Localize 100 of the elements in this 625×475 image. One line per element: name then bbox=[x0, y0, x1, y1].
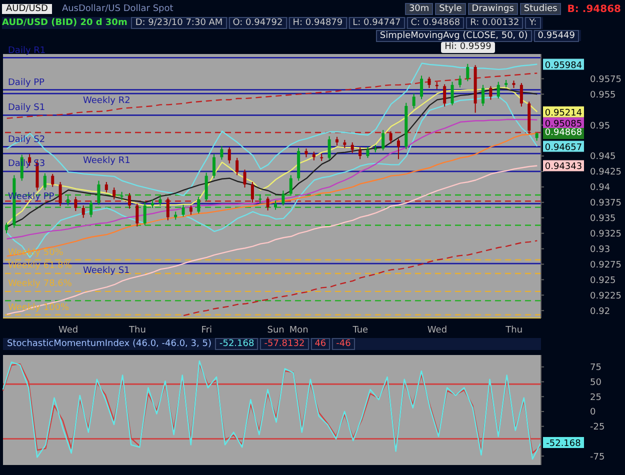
text: -52.168 bbox=[215, 338, 258, 350]
data-label: 0.95984 bbox=[544, 60, 582, 71]
text: Studies bbox=[520, 3, 562, 15]
x-tick-label: Thu bbox=[128, 325, 146, 336]
x-tick-label: Fri bbox=[201, 325, 212, 336]
y-tick-label: 0.9425 bbox=[590, 168, 622, 178]
ref-line-label: Daily S2 bbox=[8, 134, 46, 145]
candlestick bbox=[520, 82, 523, 108]
ref-line-label: Weekly 78.6% bbox=[8, 279, 72, 290]
candlestick bbox=[236, 157, 239, 176]
candlestick bbox=[396, 138, 400, 160]
candlestick bbox=[189, 204, 192, 216]
y-tick-label: 0.9575 bbox=[590, 74, 622, 85]
x-tick-label: Mon bbox=[289, 325, 308, 336]
line-series bbox=[6, 132, 538, 257]
y-tick-label: 50 bbox=[590, 378, 602, 388]
annotation: Hi: 0.9599 bbox=[440, 42, 495, 53]
candlestick bbox=[212, 154, 216, 179]
text: SimpleMovingAvg (CLOSE, 50, 0) bbox=[376, 30, 532, 42]
text: Style bbox=[435, 3, 466, 15]
y-tick-label: 75 bbox=[590, 363, 602, 374]
candlestick bbox=[166, 196, 170, 221]
candlestick bbox=[74, 196, 78, 212]
candlestick bbox=[82, 204, 85, 218]
text: C: 0.94868 bbox=[406, 17, 464, 29]
text: L: 0.94747 bbox=[348, 17, 405, 29]
text: R: 0.00132 bbox=[466, 17, 524, 29]
ref-line-label: Daily PP bbox=[8, 78, 44, 88]
candlestick bbox=[496, 81, 500, 100]
candlestick bbox=[466, 63, 470, 82]
candlestick bbox=[136, 203, 139, 227]
candlestick bbox=[389, 130, 392, 144]
x-tick-label: Tue bbox=[352, 325, 369, 336]
candlestick bbox=[43, 172, 46, 191]
candlestick bbox=[458, 75, 462, 88]
y-tick-label: 0 bbox=[590, 408, 596, 418]
candlestick bbox=[97, 180, 100, 206]
text: 0.95449 bbox=[534, 30, 579, 42]
x-tick-label: Wed bbox=[427, 325, 448, 336]
ref-line-label: Weekly R2 bbox=[83, 96, 130, 106]
candlestick bbox=[104, 181, 108, 193]
text: AUD/USD bbox=[2, 4, 52, 14]
candlestick bbox=[58, 181, 62, 207]
candlestick bbox=[489, 86, 492, 100]
text: AusDollar/US Dollar Spot bbox=[62, 4, 174, 14]
candlestick bbox=[382, 130, 385, 151]
y-tick-label: 0.92 bbox=[590, 306, 610, 317]
candlestick bbox=[228, 146, 231, 164]
y-tick-label: 0.93 bbox=[590, 244, 610, 255]
chart-title: AUD/USD (BID) 20 d 30m bbox=[2, 18, 128, 28]
text: Drawings bbox=[468, 3, 518, 15]
text: -57.8132 bbox=[260, 338, 309, 350]
candlestick bbox=[366, 146, 370, 158]
text: H: 0.94879 bbox=[288, 17, 347, 29]
text: Y: bbox=[525, 17, 541, 29]
candlestick bbox=[197, 196, 200, 214]
chart-title: StochasticMomentumIndex (46.0, -46.0, 3, 5) bbox=[7, 339, 212, 349]
text: 0.94868 bbox=[543, 128, 584, 140]
y-tick-label: 0.94 bbox=[590, 183, 610, 194]
y-tick-label: 0.925 bbox=[590, 276, 616, 286]
candlestick bbox=[220, 146, 224, 160]
y-tick-label: 0.935 bbox=[590, 214, 616, 224]
candlestick bbox=[243, 169, 246, 188]
y-tick-label: 0.945 bbox=[590, 152, 616, 162]
ref-line-label: Daily S1 bbox=[8, 103, 46, 114]
candlestick bbox=[450, 81, 454, 106]
y-tick-label: 0.95 bbox=[590, 121, 610, 132]
ref-line-label: Weekly R1 bbox=[83, 156, 130, 166]
candlestick bbox=[158, 195, 162, 206]
candlestick bbox=[266, 196, 270, 211]
y-tick-label: -75 bbox=[590, 452, 605, 462]
candlestick bbox=[289, 174, 292, 196]
text: 30m bbox=[404, 3, 434, 15]
candlestick bbox=[5, 222, 8, 234]
candlestick bbox=[482, 84, 485, 106]
x-tick-label: Thu bbox=[504, 325, 523, 336]
candlestick bbox=[443, 84, 446, 108]
x-tick-label: Sun bbox=[267, 325, 284, 336]
candlestick bbox=[328, 136, 331, 160]
candlestick bbox=[282, 190, 285, 206]
candlestick bbox=[412, 93, 416, 109]
data-label: -52.168 bbox=[546, 439, 582, 450]
data-label: 0.95214 bbox=[544, 108, 582, 118]
candlestick bbox=[428, 76, 431, 89]
candlestick bbox=[182, 204, 185, 218]
data-label: 0.94343 bbox=[544, 162, 582, 172]
candlestick bbox=[51, 173, 54, 188]
data-label: 0.95085 bbox=[544, 119, 582, 130]
x-tick-label: Wed bbox=[58, 325, 78, 336]
data-label: 0.94657 bbox=[544, 142, 582, 153]
text: -46 bbox=[332, 338, 355, 350]
y-tick-label: 0.9275 bbox=[590, 260, 622, 270]
y-tick-label: 0.955 bbox=[590, 90, 616, 100]
candlestick bbox=[350, 142, 354, 154]
text: O: 0.94792 bbox=[228, 17, 287, 29]
text: D: 9/23/10 7:30 AM bbox=[131, 17, 227, 29]
candlestick bbox=[66, 195, 70, 206]
ref-line-label: Weekly 61.8% bbox=[8, 261, 72, 272]
candlestick bbox=[143, 202, 146, 226]
y-tick-label: 0.9225 bbox=[590, 291, 622, 302]
